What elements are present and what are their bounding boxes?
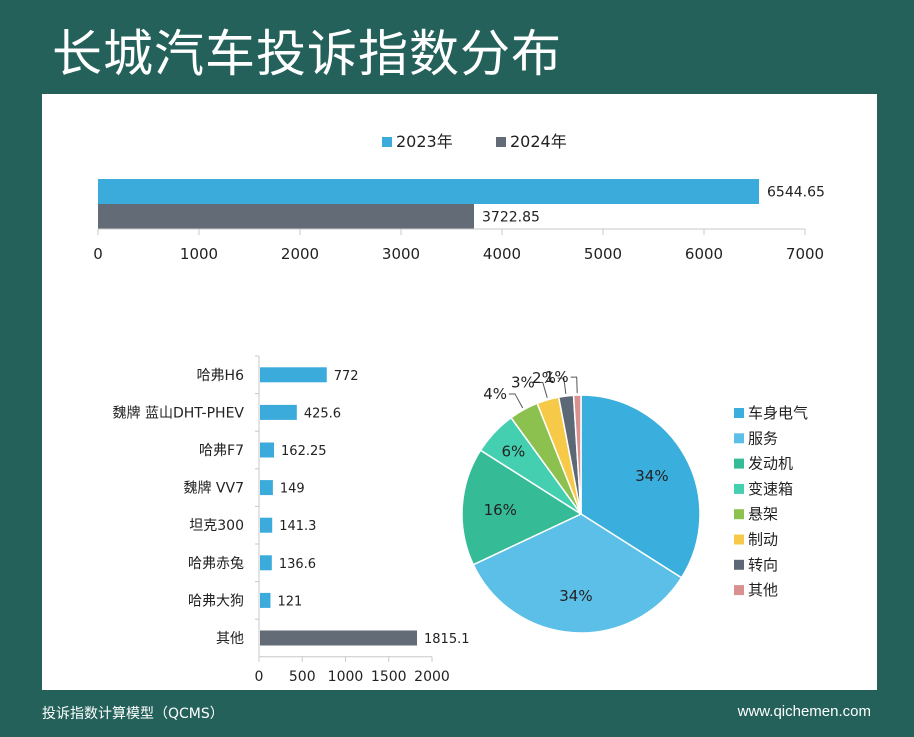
model-bar-value-4: 141.3 [279,519,316,534]
pie-label-2: 16% [484,501,517,519]
model-bar-3 [260,480,273,496]
bar-1 [98,204,475,229]
category-label-3: 魏牌 VV7 [183,480,244,497]
x2-tick-label-2: 1000 [328,669,364,685]
chart-canvas: 2023年 2024年 6544.65 3722.85 0 1000 2000 3000 400… [93,132,825,685]
model-bar-value-3: 149 [280,482,305,497]
model-bar-2 [260,442,275,458]
model-bar-value-0: 772 [334,369,359,384]
x-tick-label-0: 0 [93,245,103,263]
x-tick-label-3: 3000 [382,245,420,263]
pie-legend-label-6: 转向 [748,556,778,574]
x-tick-label-4: 4000 [483,245,521,263]
legend-swatch-0 [382,137,392,147]
model-bar-value-2: 162.25 [281,444,327,459]
category-label-5: 哈弗赤兔 [188,556,244,572]
model-bar-4 [260,517,273,533]
pie-leader-7 [570,376,578,394]
pie-label-4: 4% [483,385,507,403]
pie-legend-swatch-0 [734,408,744,418]
x2-tick-label-1: 500 [289,669,316,685]
pie-label-3: 6% [501,442,525,460]
category-label-0: 哈弗H6 [197,368,245,384]
pie-slice-1 [472,513,683,634]
pie-label-0: 34% [635,467,668,485]
category-label-4: 坦克300 [189,518,244,534]
pie-label-5: 3% [511,373,535,391]
pie-legend-label-7: 其他 [748,581,778,599]
legend-label-0: 2023年 [396,132,453,151]
pie-leader-6 [557,377,567,395]
pie-legend-swatch-3 [734,483,744,494]
chart-panel: 2023年 2024年 6544.65 3722.85 0 1000 2000 3000 400… [42,94,877,690]
footer-model-name: 投诉指数计算模型（QCMS） [42,706,224,722]
model-bar-0 [260,367,327,383]
pie-label-1: 34% [559,587,592,605]
model-bar-7 [260,630,418,646]
category-label-1: 魏牌 蓝山DHT-PHEV [113,404,245,421]
x-tick-label-7: 7000 [786,245,824,263]
pie-legend-swatch-1 [734,433,744,444]
pie-label-7: 1% [545,368,569,386]
pie-legend-label-2: 发动机 [748,455,793,473]
x2-tick-label-0: 0 [255,669,264,685]
pie-slice-7 [572,394,582,515]
bar-value-1: 3722.85 [482,210,540,226]
pie-legend-label-3: 变速箱 [748,480,793,498]
model-bar-value-1: 425.6 [304,406,341,421]
pie-legend-label-4: 悬架 [748,505,778,523]
pie-leader-4 [508,393,524,409]
annual-complaint-chart: 2023年 2024年 6544.65 3722.85 0 1000 2000 3000 400… [93,132,825,263]
pie-legend-swatch-7 [734,585,744,596]
pie-leader-5 [536,381,548,398]
page-title: 长城汽车投诉指数分布 [52,25,562,83]
footer-website[interactable]: www.qichemen.com [737,703,871,720]
pie-legend-swatch-5 [734,534,744,545]
model-bar-value-7: 1815.1 [424,632,470,647]
x-tick-label-2: 2000 [281,245,319,263]
pie-legend-label-5: 制动 [748,531,778,549]
model-complaint-chart: 哈弗H6 772 魏牌 蓝山DHT-PHEV 425.6 哈弗F7 162.25 魏牌 VV… [113,355,470,685]
x2-tick-label-4: 2000 [414,669,450,685]
category-label-6: 哈弗大狗 [188,593,244,609]
x-tick-label-1: 1000 [180,245,218,263]
category-label-7: 其他 [216,631,244,647]
model-bar-1 [260,404,297,420]
pie-legend-label-1: 服务 [748,429,778,447]
x-tick-label-5: 5000 [584,245,622,263]
legend-label-1: 2024年 [510,132,567,151]
pie-legend-swatch-4 [734,509,744,520]
x-tick-label-6: 6000 [685,245,723,263]
pie-legend-label-0: 车身电气 [748,404,808,422]
model-bar-5 [260,555,272,571]
model-bar-value-6: 121 [277,594,302,609]
bar-value-0: 6544.65 [767,185,825,201]
pie-label-6: 2% [532,369,556,387]
category-label-2: 哈弗F7 [199,443,244,459]
model-bar-6 [260,592,271,608]
bar-0 [98,179,760,204]
pie-legend-swatch-6 [734,559,744,570]
pie-legend-swatch-2 [734,458,744,469]
pie-slice-2 [461,449,583,566]
model-bar-value-5: 136.6 [279,557,316,572]
x2-tick-label-3: 1500 [371,669,407,685]
legend-swatch-1 [496,137,506,147]
